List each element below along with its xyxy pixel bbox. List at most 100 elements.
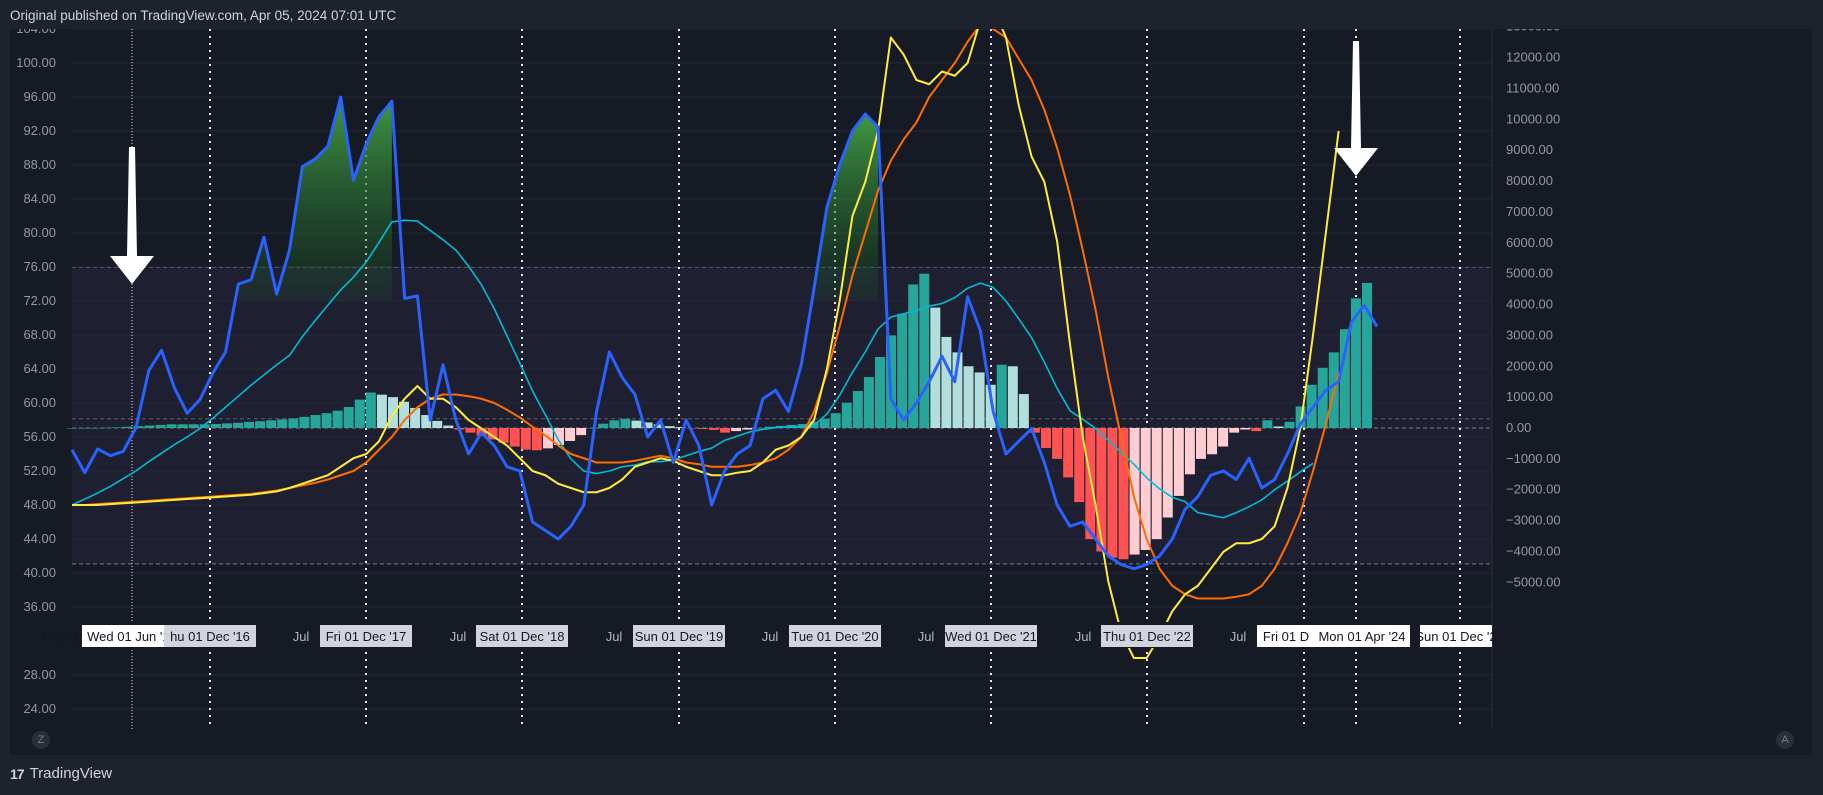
- right-axis-tick: −5000.00: [1506, 574, 1561, 589]
- left-axis-tick: 104.00: [16, 29, 56, 36]
- brand-name[interactable]: TradingView: [29, 765, 113, 782]
- histogram-bar: [1350, 298, 1361, 428]
- time-axis-marker-label: Sun 01 Dec '2: [1415, 629, 1496, 644]
- histogram-bar: [642, 422, 653, 428]
- histogram-bar: [1229, 428, 1240, 433]
- histogram-bar: [321, 413, 332, 428]
- left-axis-tick: 24.00: [23, 701, 56, 716]
- time-axis-date-label: Tue 01 Dec '20: [791, 629, 878, 644]
- histogram-bar: [1052, 428, 1063, 459]
- current-position-arrow-icon: [1334, 41, 1378, 176]
- histogram-bar: [498, 428, 509, 443]
- histogram-bar: [354, 399, 365, 428]
- time-axis-date-pill: [789, 625, 881, 647]
- auto-scale-left-button[interactable]: Z: [32, 731, 50, 749]
- right-axis-tick: 0.00: [1506, 420, 1531, 435]
- histogram-bar: [443, 425, 454, 428]
- time-axis-marker-pill: [1257, 625, 1315, 647]
- histogram-bar: [1074, 428, 1085, 503]
- histogram-bar: [1284, 421, 1295, 428]
- chart[interactable]: 104.00 100.00 96.00 92.00 88.00 84.00 80.00 76.…: [10, 29, 1812, 755]
- histogram-bar: [863, 377, 874, 428]
- chart-frame[interactable]: 104.00 100.00 96.00 92.00 88.00 84.00 80.00 76.…: [10, 29, 1812, 755]
- time-axis-tick: Jul: [293, 629, 310, 644]
- histogram-bar: [1195, 428, 1206, 459]
- histogram-bar: [177, 424, 188, 428]
- right-axis-tick: 4000.00: [1506, 297, 1553, 312]
- histogram-bar: [332, 410, 343, 428]
- time-axis-tick: Jul: [606, 629, 623, 644]
- right-axis-tick: −4000.00: [1506, 543, 1561, 558]
- histogram-bar: [188, 424, 199, 428]
- left-axis-tick: 56.00: [23, 429, 56, 444]
- time-axis-date-pill: [945, 625, 1037, 647]
- time-axis-marker-pill: [320, 625, 412, 647]
- time-axis-marker-label: Dec '1: [43, 629, 79, 644]
- histogram-bar: [1118, 428, 1129, 560]
- histogram-bar: [952, 352, 963, 428]
- time-axis-date-label: Wed 01 Dec '21: [945, 629, 1037, 644]
- histogram-bar: [720, 428, 731, 433]
- right-axis-tick: 10000.00: [1506, 111, 1560, 126]
- tradingview-logo-icon[interactable]: 17: [10, 765, 25, 782]
- histogram-bar: [210, 423, 221, 428]
- histogram-bar: [587, 428, 598, 429]
- time-axis-marker-pill: [164, 625, 256, 647]
- histogram-bar: [565, 428, 576, 441]
- histogram-bar: [78, 428, 89, 429]
- right-axis-tick: −3000.00: [1506, 513, 1561, 528]
- histogram-bar: [1151, 428, 1162, 540]
- left-axis-tick: 100.00: [16, 55, 56, 70]
- histogram-bar: [122, 426, 133, 428]
- right-axis-tick: 12000.00: [1506, 50, 1560, 65]
- histogram-bar: [255, 421, 266, 428]
- right-axis-tick: 9000.00: [1506, 142, 1553, 157]
- histogram-bar: [365, 392, 376, 428]
- time-axis-tick: Jul: [1075, 629, 1092, 644]
- histogram-bar: [974, 372, 985, 428]
- histogram-bar: [609, 420, 620, 428]
- footer: 17 TradingView: [10, 765, 112, 782]
- histogram-bar: [731, 428, 742, 432]
- histogram-bar: [1306, 384, 1317, 428]
- histogram-bar: [620, 418, 631, 428]
- histogram-bar: [664, 426, 675, 428]
- right-axis-tick: 1000.00: [1506, 389, 1553, 404]
- histogram-bar: [1041, 428, 1051, 449]
- histogram-bar: [1339, 329, 1350, 428]
- histogram-bar: [576, 428, 587, 436]
- left-axis-tick: 44.00: [23, 531, 56, 546]
- histogram-bar: [133, 426, 144, 428]
- right-axis-tick: 6000.00: [1506, 235, 1553, 250]
- bull-phase-fill: [814, 114, 879, 301]
- histogram-bar: [1162, 428, 1173, 518]
- time-axis-tick: Jul: [918, 629, 935, 644]
- histogram-bar: [1173, 428, 1184, 496]
- histogram-bar: [1063, 428, 1074, 478]
- histogram-bar: [852, 390, 863, 428]
- histogram-bar: [742, 428, 753, 430]
- histogram-bar: [1129, 428, 1140, 555]
- right-axis-tick: −1000.00: [1506, 451, 1561, 466]
- right-axis-tick: 7000.00: [1506, 204, 1553, 219]
- histogram-bar: [465, 428, 476, 433]
- histogram-bar: [111, 427, 122, 428]
- histogram-bar: [675, 427, 686, 428]
- time-axis-marker-label: Mon 01 Apr '24: [1318, 629, 1405, 644]
- histogram-bar: [631, 420, 642, 428]
- right-axis-tick: 5000.00: [1506, 266, 1553, 281]
- histogram-bar: [432, 420, 443, 428]
- histogram-bar: [388, 397, 398, 428]
- time-axis-marker-label: Fri 01 D: [1263, 629, 1309, 644]
- time-axis-tick: Jul: [1230, 629, 1247, 644]
- histogram-bar: [67, 428, 77, 429]
- time-axis-tick: Jul: [762, 629, 779, 644]
- auto-scale-right-button[interactable]: A: [1776, 731, 1794, 749]
- left-axis-tick: 76.00: [23, 259, 56, 274]
- histogram-bar: [653, 424, 664, 428]
- histogram-bar: [233, 422, 244, 428]
- histogram-bar: [598, 423, 609, 428]
- left-axis-tick: 84.00: [23, 191, 56, 206]
- histogram-bar: [908, 284, 919, 428]
- left-axis-tick: 64.00: [23, 361, 56, 376]
